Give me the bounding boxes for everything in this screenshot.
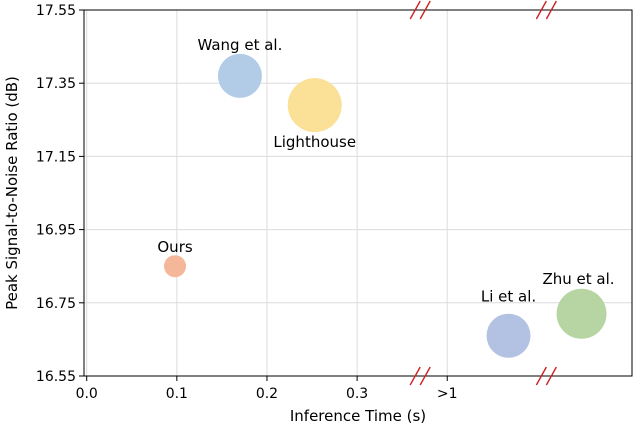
axis-break-marks	[409, 0, 557, 386]
y-tick-label: 16.95	[36, 223, 76, 239]
x-tick-label: 0.0	[76, 386, 98, 402]
axis-break-mark	[545, 366, 557, 386]
y-axis-label: Peak Signal-to-Noise Ratio (dB)	[3, 76, 21, 310]
plot-frame	[83, 9, 633, 377]
x-tick-label: >1	[437, 386, 458, 402]
point-labels: Ours Wang et al. Lighthouse Li et al. Zhu et…	[157, 36, 614, 306]
label-ours: Ours	[157, 238, 192, 256]
axis-break-mark	[535, 366, 547, 386]
label-zhu-et-al: Zhu et al.	[542, 270, 614, 288]
axis-break-mark	[419, 0, 431, 20]
y-tick-label: 16.55	[36, 369, 76, 385]
axis-break-mark	[545, 0, 557, 20]
y-tick-label: 16.75	[36, 296, 76, 312]
point-wang-et-al	[217, 53, 262, 98]
axis-ticks: 16.55 16.75 16.95 17.15 17.35 17.55 0.0 0.1 0.2 0…	[36, 3, 458, 402]
label-li-et-al: Li et al.	[481, 288, 536, 306]
label-wang-et-al: Wang et al.	[197, 36, 282, 54]
x-tick-label: 0.2	[256, 386, 278, 402]
x-tick-label: 0.1	[166, 386, 188, 402]
axis-break-mark	[409, 366, 421, 386]
y-tick-label: 17.55	[36, 3, 76, 19]
y-tick-label: 17.15	[36, 149, 76, 165]
data-points	[164, 53, 607, 358]
x-tick-label: 0.3	[346, 386, 368, 402]
point-li-et-al	[486, 313, 531, 358]
x-axis-label: Inference Time (s)	[290, 407, 426, 425]
point-ours	[164, 255, 187, 278]
point-lighthouse	[287, 78, 342, 133]
axis-break-mark	[419, 366, 431, 386]
y-tick-label: 17.35	[36, 76, 76, 92]
label-lighthouse: Lighthouse	[273, 133, 356, 151]
point-zhu-et-al	[556, 288, 607, 339]
axis-break-mark	[535, 0, 547, 20]
axis-break-mark	[409, 0, 421, 20]
grid-lines	[84, 9, 632, 377]
